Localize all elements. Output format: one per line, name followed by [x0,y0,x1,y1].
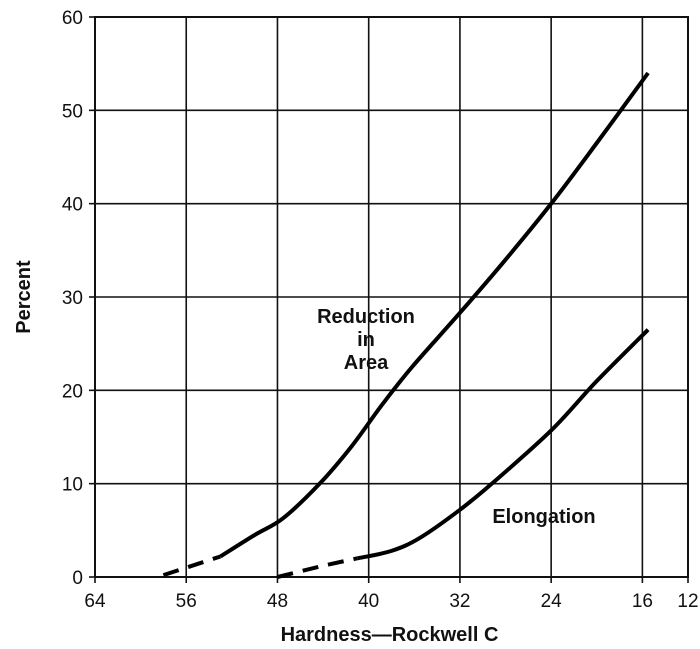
reduction-in-area-line [219,71,650,559]
x-tick-label: 12 [677,591,698,612]
reduction-in-area-dashed-line [162,554,222,578]
y-tick-label: 20 [62,381,83,402]
y-tick-labels: 0 10 20 30 40 50 60 [62,8,83,589]
series-lines [162,71,650,579]
y-tick-label: 50 [62,101,83,122]
x-tick-label: 56 [176,591,197,612]
grid [89,16,689,583]
reduction-in-area-label: Area [344,352,389,374]
plot-frame [94,16,689,578]
y-tick-label: 30 [62,288,83,309]
x-tick-label: 32 [449,591,470,612]
y-tick-label: 40 [62,195,83,216]
y-tick-label: 10 [62,475,83,496]
x-tick-label: 24 [541,591,563,612]
reduction-in-area-label: in [357,329,375,351]
elongation-label: Elongation [492,506,595,528]
x-axis-title: Hardness—Rockwell C [281,624,499,646]
x-tick-labels: 64 56 48 40 32 24 16 12 [84,591,698,612]
y-tick-label: 0 [72,568,83,589]
x-tick-label: 40 [358,591,379,612]
reduction-in-area-label: Reduction [317,306,415,328]
y-tick-label: 60 [62,8,83,29]
x-tick-label: 64 [84,591,106,612]
y-axis-title: Percent [13,260,35,334]
elongation-line [356,328,650,561]
elongation-dashed-line [276,556,358,579]
x-tick-label: 16 [632,591,653,612]
x-tick-label: 48 [267,591,288,612]
